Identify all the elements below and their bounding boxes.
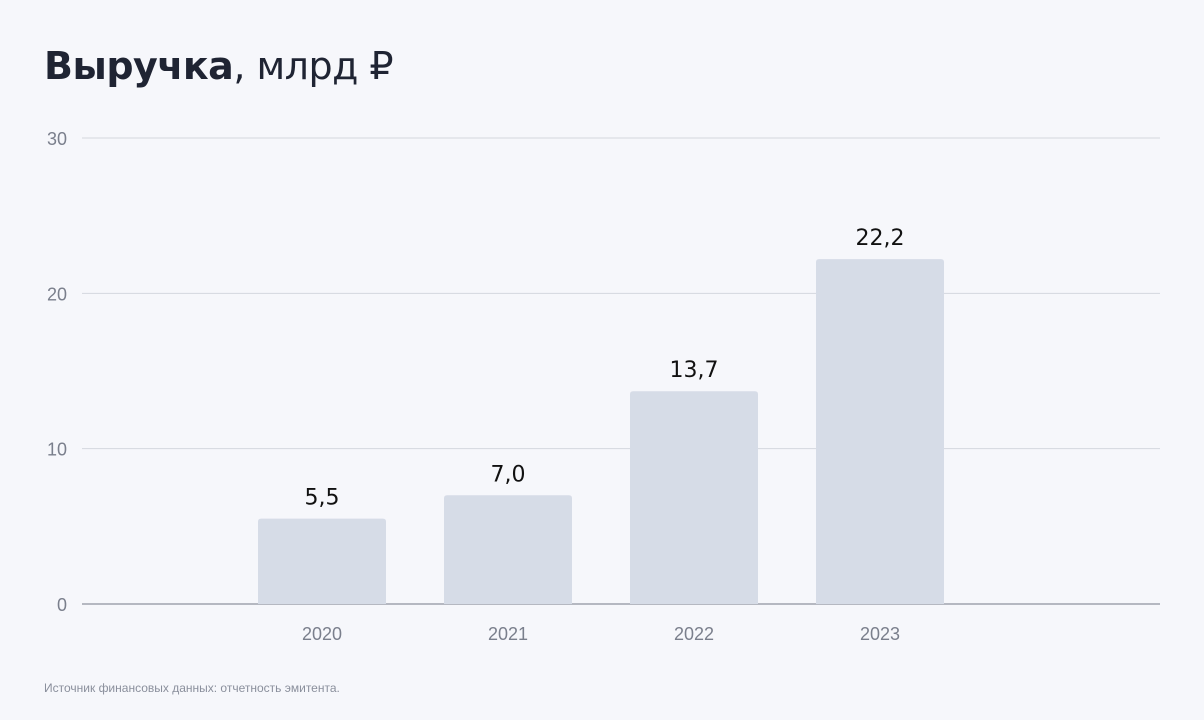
- bar-value-label: 5,5: [305, 486, 340, 511]
- bar-2020: [258, 518, 386, 604]
- bar-value-label: 22,2: [856, 226, 905, 251]
- x-tick-label: 2021: [488, 624, 528, 644]
- x-tick-label: 2020: [302, 624, 342, 644]
- source-note: Источник финансовых данных: отчетность э…: [44, 681, 340, 695]
- y-tick-label: 0: [57, 595, 67, 615]
- x-tick-label: 2023: [860, 624, 900, 644]
- bar-2023: [816, 259, 944, 604]
- bar-2022: [630, 391, 758, 604]
- y-tick-label: 30: [47, 129, 67, 149]
- bar-value-label: 7,0: [491, 462, 526, 487]
- bar-value-label: 13,7: [670, 358, 719, 383]
- y-tick-label: 10: [47, 440, 67, 460]
- bar-2021: [444, 495, 572, 604]
- x-tick-label: 2022: [674, 624, 714, 644]
- chart-title-main: Выручка: [44, 44, 234, 88]
- chart-title-unit: , млрд ₽: [233, 44, 394, 88]
- y-tick-label: 20: [47, 284, 67, 304]
- chart-title: Выручка, млрд ₽: [44, 44, 394, 88]
